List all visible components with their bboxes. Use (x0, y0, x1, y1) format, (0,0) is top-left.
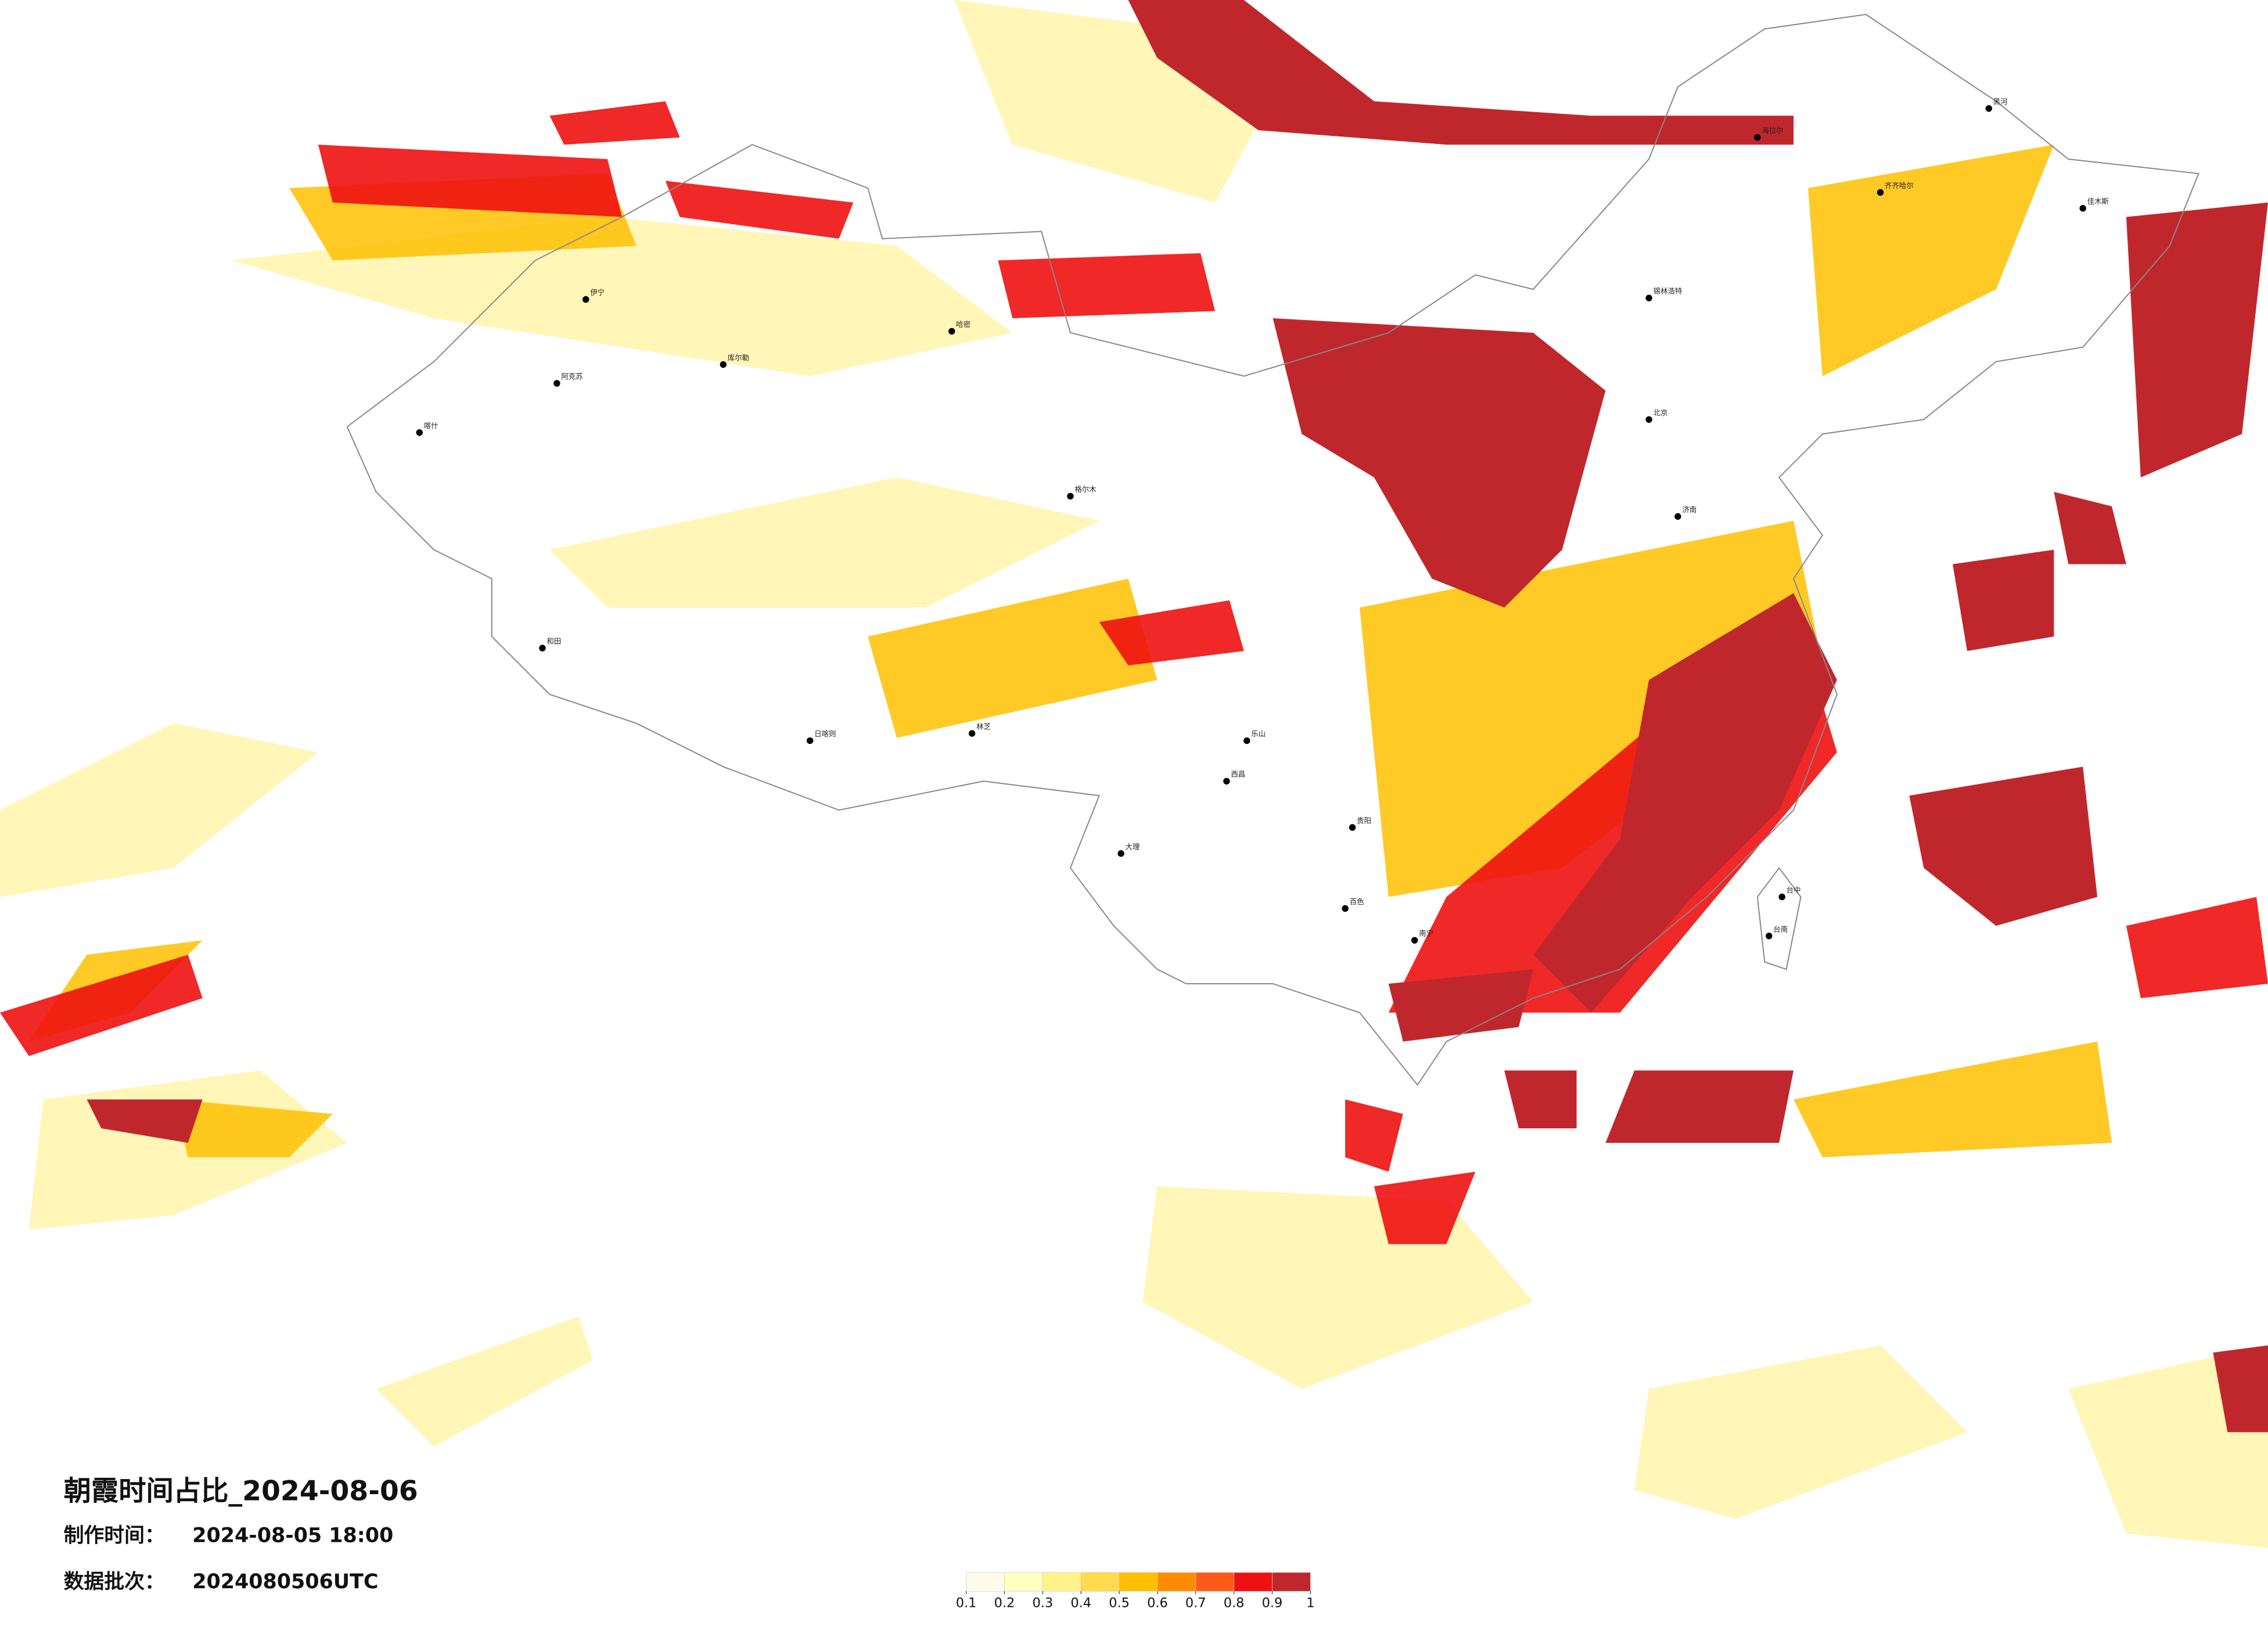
city-dot (1223, 778, 1230, 785)
city-dot (539, 645, 546, 652)
city-dot (1877, 189, 1884, 196)
legend-swatch (1234, 1572, 1273, 1592)
legend-swatch (966, 1572, 1005, 1592)
legend-swatch (1042, 1572, 1081, 1592)
city-label: 阿克苏 (561, 372, 583, 381)
legend-swatch (1119, 1572, 1158, 1592)
city-dot (1243, 737, 1250, 744)
legend-tick-label: 0.5 (1109, 1596, 1130, 1611)
city-dot (2079, 204, 2086, 212)
city-dot (582, 296, 590, 303)
legend-tick-label: 0.9 (1262, 1596, 1283, 1611)
batch: 2024080506UTC (192, 1570, 378, 1593)
city-dot (1674, 513, 1681, 520)
production-time: 2024-08-05 18:00 (192, 1524, 393, 1548)
city-label: 和田 (547, 637, 561, 646)
legend-tick-label: 0.3 (1033, 1596, 1054, 1611)
city-dot (1754, 134, 1761, 141)
city-dot (948, 328, 955, 335)
city-dot (1411, 937, 1418, 944)
heat-field (0, 0, 2268, 1548)
city-dot (1778, 893, 1785, 901)
city-dot (1645, 294, 1652, 301)
city-label: 黑河 (1993, 97, 2008, 106)
city-label: 乐山 (1251, 729, 1266, 738)
city-dot (1349, 824, 1356, 831)
city-dot (1342, 905, 1349, 912)
legend-tick-label: 0.1 (956, 1596, 977, 1611)
city-dot (553, 380, 560, 387)
legend-tick-label: 1 (1306, 1596, 1314, 1611)
legend-swatch (1272, 1572, 1311, 1592)
city-label: 格尔木 (1074, 485, 1097, 494)
city-label: 贵阳 (1357, 816, 1371, 825)
city-dot (720, 361, 727, 368)
legend-tick-label: 0.2 (994, 1596, 1015, 1611)
legend-tick-label: 0.4 (1070, 1596, 1091, 1611)
city-dot (1117, 850, 1124, 857)
city-label: 南宁 (1419, 929, 1433, 938)
city-label: 伊宁 (590, 288, 605, 297)
city-label: 佳木斯 (2087, 197, 2109, 206)
batch-label: 数据批次： (64, 1570, 165, 1593)
city-label: 北京 (1654, 408, 1668, 417)
city-label: 齐齐哈尔 (1885, 181, 1914, 190)
city-label: 喀什 (424, 421, 438, 430)
city-label: 哈密 (956, 320, 971, 329)
city-dot (968, 730, 976, 737)
legend-swatch (1004, 1572, 1043, 1592)
city-label: 林芝 (976, 722, 991, 731)
legend-tick-label: 0.6 (1147, 1596, 1168, 1611)
city-label: 台南 (1773, 924, 1788, 933)
city-label: 日喀则 (814, 729, 836, 738)
city-dot (416, 429, 423, 436)
city-dot (1985, 105, 1993, 112)
city-dot (1645, 416, 1652, 423)
city-label: 台中 (1787, 886, 1801, 894)
city-label: 大理 (1126, 842, 1140, 851)
map-title: 朝霞时间占比_2024-08-06 (64, 1475, 418, 1507)
city-label: 济南 (1682, 505, 1696, 514)
city-label: 西昌 (1231, 770, 1245, 779)
city-label: 库尔勒 (728, 353, 749, 362)
city-dot (1766, 933, 1773, 940)
city-label: 锡林浩特 (1654, 287, 1683, 296)
china-outline (346, 13, 2199, 1087)
city-dot (1067, 492, 1074, 500)
legend-swatch (1157, 1572, 1196, 1592)
legend-swatch (1195, 1572, 1234, 1592)
city-dot (806, 737, 814, 744)
production-time-label: 制作时间： (64, 1524, 165, 1548)
legend: 0.1 0.2 0.3 0.4 0.5 0.6 0.7 0.8 0.9 1 (956, 1572, 1314, 1611)
legend-tick-label: 0.7 (1185, 1596, 1206, 1611)
legend-swatch (1080, 1572, 1120, 1592)
legend-tick-label: 0.8 (1224, 1596, 1245, 1611)
city-label: 海拉尔 (1762, 126, 1783, 135)
city-label: 百色 (1350, 897, 1364, 906)
